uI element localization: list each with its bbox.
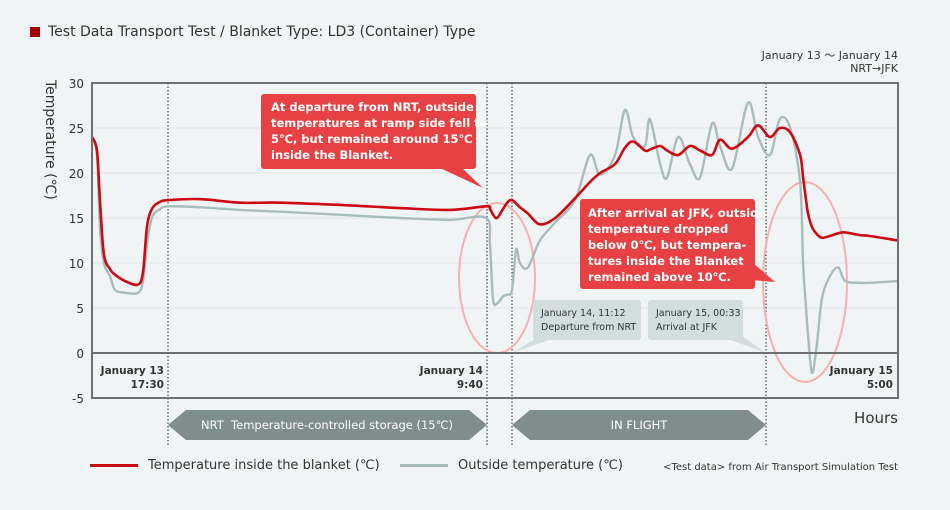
- y-tick-label: 0: [76, 347, 84, 361]
- phase-flight: IN FLIGHT: [512, 410, 766, 440]
- departure-highlight-ring: [458, 202, 536, 354]
- arrival-note-line: After arrival at JFK, outside: [588, 206, 766, 220]
- arrival-note-line: below 0℃, but tempera-: [588, 238, 746, 252]
- time-markers: [167, 83, 767, 445]
- outside-temperature-line: [90, 101, 899, 375]
- svg-text:January 15, 00:33 Arriva: January 15, 00:33 Arrival at JFK: [655, 308, 744, 333]
- legend-swatch-inside: [90, 464, 138, 467]
- x-tick-label: 9:40: [457, 379, 483, 391]
- inside-temperature-line: [90, 124, 899, 287]
- legend-outside: Outside temperature (℃): [400, 458, 623, 473]
- arrival-note: After arrival at JFK, outside temperatur…: [580, 199, 775, 289]
- legend-label-inside: Temperature inside the blanket (℃): [148, 458, 380, 473]
- arrival-callout: January 15, 00:33 Arrival at JFK: [648, 300, 766, 353]
- x-tick-label: January 15: [829, 365, 893, 377]
- svg-text:After arrival at JFK, outside: After arrival at JFK, outside temperatur…: [588, 206, 770, 284]
- x-tick-label: 17:30: [131, 379, 164, 391]
- x-tick-label: 5:00: [867, 379, 893, 391]
- legend-inside: Temperature inside the blanket (℃): [90, 458, 380, 473]
- y-tick-label: 30: [69, 77, 84, 91]
- source-note: <Test data> from Air Transport Simulatio…: [663, 462, 898, 473]
- y-tick-label: -5: [72, 392, 84, 406]
- plot-frame: [91, 82, 899, 399]
- departure-note-line: temperatures at ramp side fell to: [271, 116, 488, 130]
- x-axis-label: Hours: [854, 409, 898, 427]
- route-dates: January 13 〜 January 14: [761, 49, 898, 62]
- legend-label-outside: Outside temperature (℃): [458, 458, 623, 473]
- arrival-note-line: temperature dropped: [588, 222, 728, 236]
- chart-title: Test Data Transport Test / Blanket Type:…: [30, 24, 476, 40]
- departure-note-line: 5℃, but remained around 15℃: [271, 132, 473, 146]
- y-tick-label: 10: [69, 257, 84, 271]
- y-axis-ticks: -5 0 5 10 15 20 25 30: [69, 77, 84, 406]
- departure-note-line: inside the Blanket.: [271, 148, 393, 162]
- svg-text:NRT Temperature-controlled st: NRT Temperature-controlled storage (15℃): [201, 418, 453, 432]
- route-path: NRT→JFK: [850, 62, 898, 75]
- x-tick-label: January 13: [100, 365, 164, 377]
- x-tick-label: January 14: [419, 365, 483, 377]
- legend-swatch-outside: [400, 464, 448, 467]
- y-tick-label: 5: [76, 302, 84, 316]
- x-axis-labels: January 13 17:30 January 14 9:40 January 15 5…: [100, 365, 893, 391]
- series-lines: [90, 101, 899, 375]
- departure-note-line: At departure from NRT, outside: [271, 100, 474, 114]
- svg-text:January 14, 11:12 Depart: January 14, 11:12 Departure from NRT: [540, 308, 636, 333]
- y-tick-label: 20: [69, 167, 84, 181]
- svg-text:At departure from NRT, outside: At departure from NRT, outside temperatu…: [271, 100, 492, 162]
- departure-note: At departure from NRT, outside temperatu…: [261, 94, 492, 188]
- title-marker-icon: [30, 27, 40, 37]
- arrival-note-line: remained above 10℃.: [588, 270, 731, 284]
- y-tick-label: 25: [69, 122, 84, 136]
- departure-callout: January 14, 11:12 Departure from NRT: [512, 300, 641, 353]
- phase-storage: NRT Temperature-controlled storage (15℃): [168, 410, 487, 440]
- arrival-note-line: tures inside the Blanket: [588, 254, 744, 268]
- svg-text:IN FLIGHT: IN FLIGHT: [611, 418, 669, 432]
- y-axis-label: Temperature (℃): [42, 79, 58, 200]
- chart-title-text: Test Data Transport Test / Blanket Type:…: [48, 24, 476, 40]
- y-tick-label: 15: [69, 212, 84, 226]
